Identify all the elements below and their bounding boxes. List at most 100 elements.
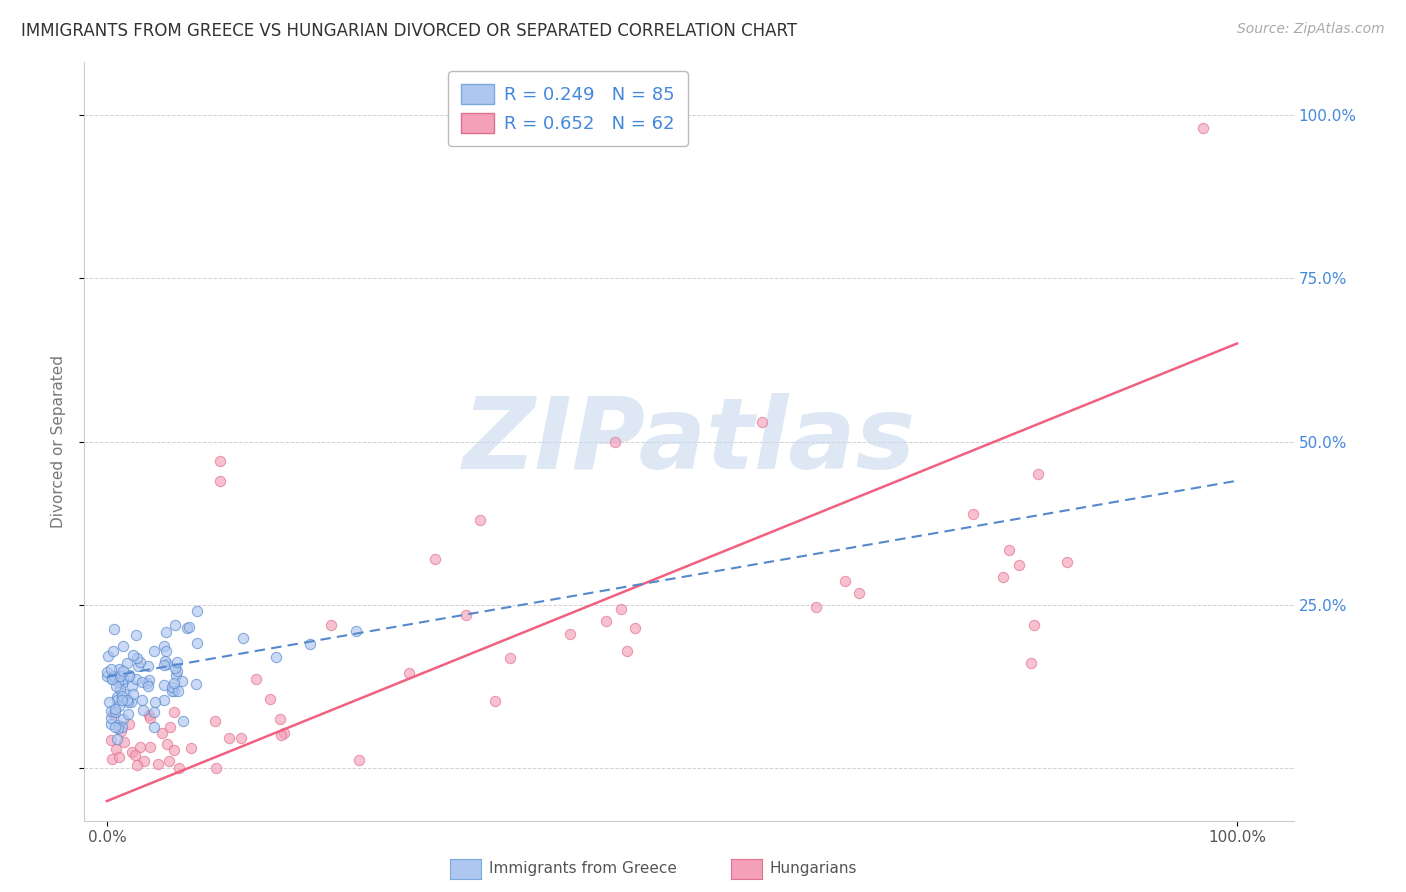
Point: [558, 627, 581, 641]
Point: [1026, 467, 1049, 482]
Point: [143, 695, 166, 709]
Text: IMMIGRANTS FROM GREECE VS HUNGARIAN DIVORCED OR SEPARATED CORRELATION CHART: IMMIGRANTS FROM GREECE VS HUNGARIAN DIVO…: [21, 22, 797, 40]
Point: [111, 689, 134, 703]
Point: [125, 757, 148, 772]
Point: [270, 728, 292, 742]
Point: [266, 650, 288, 665]
Point: [100, 704, 122, 718]
Point: [605, 434, 627, 449]
Point: [1022, 617, 1045, 632]
Point: [165, 668, 187, 682]
Point: [107, 749, 129, 764]
Point: [138, 679, 160, 693]
Point: [114, 687, 136, 701]
Point: [208, 454, 231, 468]
Point: [101, 752, 124, 766]
Point: [229, 731, 252, 746]
Point: [245, 673, 267, 687]
Point: [1008, 558, 1031, 572]
Point: [208, 474, 231, 488]
Point: [132, 703, 155, 717]
Point: [131, 693, 153, 707]
Point: [162, 680, 184, 694]
Point: [610, 602, 633, 616]
Point: [112, 640, 135, 654]
Point: [97, 648, 120, 663]
Point: [97, 694, 120, 708]
Point: [163, 684, 186, 698]
Point: [103, 623, 125, 637]
Point: [344, 624, 367, 639]
Point: [110, 693, 132, 707]
Point: [962, 507, 984, 521]
Point: [104, 702, 127, 716]
Point: [103, 720, 125, 734]
Point: [156, 737, 179, 751]
Point: [125, 651, 148, 665]
Point: [101, 644, 124, 658]
Point: [110, 723, 132, 738]
Point: [423, 552, 446, 566]
Point: [349, 753, 371, 767]
Point: [1192, 120, 1215, 135]
Point: [155, 644, 177, 658]
Point: [101, 672, 124, 686]
Point: [100, 711, 122, 725]
Point: [167, 761, 190, 775]
Point: [117, 695, 139, 709]
Point: [153, 678, 176, 692]
Point: [153, 693, 176, 707]
Point: [125, 628, 148, 642]
Point: [107, 721, 129, 735]
Point: [107, 718, 129, 732]
Point: [100, 662, 122, 676]
Point: [108, 698, 131, 713]
Point: [167, 683, 190, 698]
Point: [163, 705, 186, 719]
Point: [117, 706, 139, 721]
Point: [176, 621, 198, 635]
Point: [112, 735, 135, 749]
Point: [468, 513, 491, 527]
Point: [163, 617, 186, 632]
Point: [153, 639, 176, 653]
Point: [204, 714, 226, 728]
Point: [105, 679, 128, 693]
Point: [499, 651, 522, 665]
Point: [105, 731, 128, 746]
Point: [319, 618, 342, 632]
Point: [991, 569, 1014, 583]
Point: [186, 636, 208, 650]
Point: [184, 677, 207, 691]
Point: [108, 682, 131, 697]
Point: [177, 619, 200, 633]
Point: [157, 754, 180, 768]
Point: [152, 657, 174, 672]
Point: [96, 668, 118, 682]
Point: [751, 415, 773, 429]
Point: [100, 717, 122, 731]
Point: [138, 659, 160, 673]
Point: [132, 754, 155, 768]
Point: [118, 668, 141, 682]
Point: [150, 726, 173, 740]
Point: [112, 664, 135, 678]
Point: [186, 605, 208, 619]
Point: [139, 711, 162, 725]
Point: [299, 637, 322, 651]
Point: [218, 731, 240, 746]
Point: [834, 574, 856, 588]
Point: [112, 712, 135, 726]
Point: [163, 742, 186, 756]
Point: [180, 740, 202, 755]
Point: [163, 675, 186, 690]
Point: [120, 695, 142, 709]
Point: [121, 648, 143, 663]
Point: [111, 720, 134, 734]
Point: [100, 733, 122, 747]
Point: [117, 717, 139, 731]
Point: [595, 614, 617, 628]
Point: [232, 631, 254, 645]
Point: [103, 668, 125, 682]
Text: ZIPatlas: ZIPatlas: [463, 393, 915, 490]
